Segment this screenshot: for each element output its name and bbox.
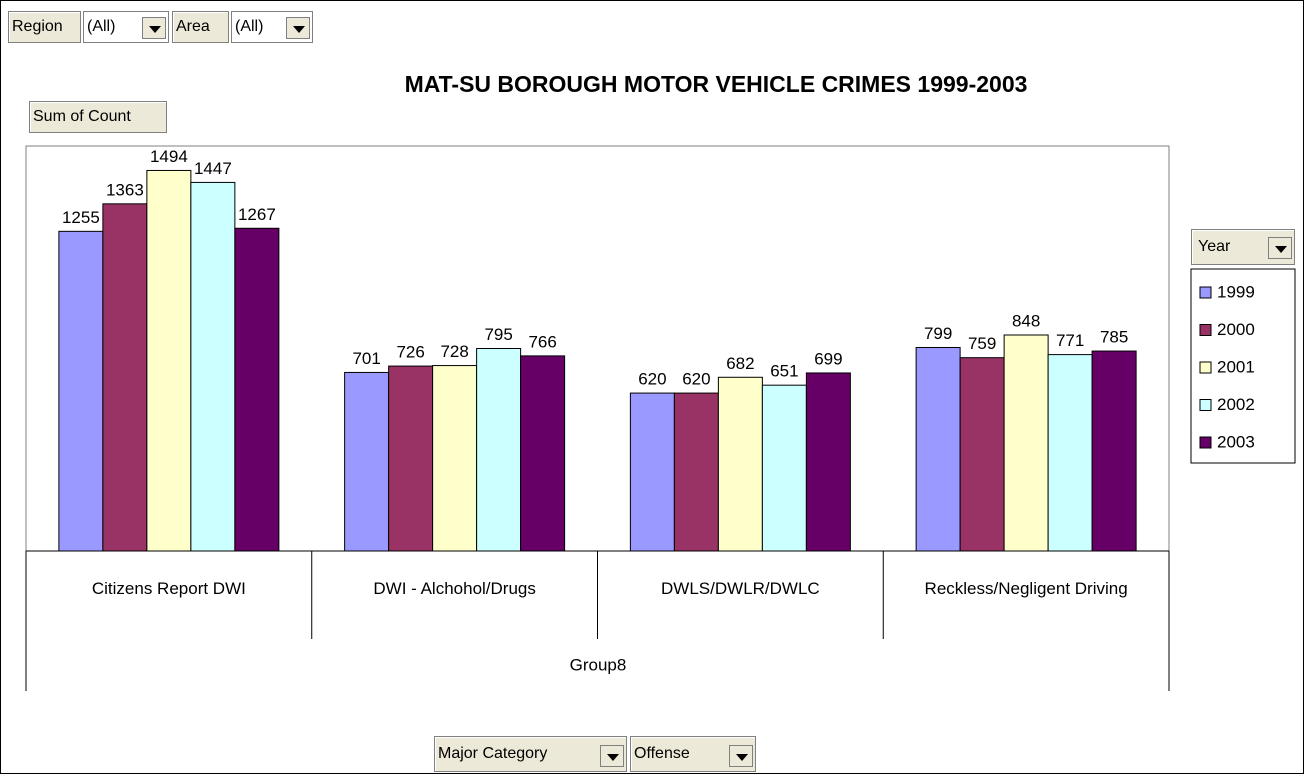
bar (1047, 354, 1093, 552)
data-label: 848 (1012, 311, 1040, 330)
bar (388, 365, 434, 552)
bar (146, 169, 192, 552)
data-label: 620 (682, 370, 710, 389)
bar (629, 392, 675, 552)
data-label: 1267 (238, 205, 276, 224)
bar (520, 355, 566, 552)
legend-label: 2002 (1217, 395, 1255, 414)
dropdown-arrow[interactable] (729, 745, 753, 767)
bar (1091, 350, 1137, 552)
legend-field-label: Year (1198, 238, 1231, 255)
data-label: 620 (638, 370, 666, 389)
dropdown-arrow[interactable] (1268, 237, 1292, 259)
legend-label: 2001 (1217, 357, 1255, 376)
data-field-button[interactable]: Sum of Count (29, 101, 167, 133)
legend-label: 2003 (1217, 432, 1255, 451)
bar (102, 203, 148, 552)
bar (673, 392, 719, 552)
data-label: 1447 (194, 159, 232, 178)
legend-swatch (1199, 286, 1212, 299)
legend-swatch (1199, 399, 1212, 411)
bar (761, 384, 807, 552)
bar (805, 372, 851, 552)
legend-swatch (1199, 361, 1212, 374)
data-label: 1494 (150, 147, 188, 166)
data-label: 682 (726, 354, 754, 373)
legend-field-button[interactable]: Year (1191, 229, 1295, 265)
bar (915, 346, 961, 552)
bar (432, 365, 478, 552)
bar (959, 357, 1005, 552)
bar (190, 181, 236, 552)
filter-value: (All) (235, 18, 264, 35)
bar (717, 376, 763, 552)
filter-field-button[interactable]: Region (8, 11, 81, 43)
legend-label: 1999 (1217, 282, 1255, 301)
x-tick-label: DWLS/DWLR/DWLC (661, 579, 820, 598)
x-tick-label: DWI - Alchohol/Drugs (373, 579, 536, 598)
filter-dropdown[interactable]: (All) (83, 11, 169, 43)
filter-dropdown[interactable]: (All) (231, 11, 313, 43)
data-label: 701 (352, 349, 380, 368)
chart-title: MAT-SU BOROUGH MOTOR VEHICLE CRIMES 1999… (405, 71, 1028, 97)
legend-swatch (1199, 324, 1212, 336)
data-label: 728 (440, 342, 468, 361)
bar (344, 371, 390, 552)
x-tick-label: Citizens Report DWI (91, 579, 246, 598)
legend-swatch (1199, 436, 1212, 449)
data-label: 1255 (62, 208, 100, 227)
dropdown-arrow[interactable] (142, 17, 166, 39)
legend-label: 2000 (1217, 320, 1255, 339)
data-label: 771 (1056, 331, 1084, 350)
filter-field-button[interactable]: Area (172, 11, 229, 43)
row-field-label: Major Category (438, 745, 548, 762)
filter-value: (All) (87, 18, 116, 35)
row-field-button[interactable]: Major Category (434, 736, 627, 772)
data-label: 795 (484, 325, 512, 344)
dropdown-arrow[interactable] (600, 745, 624, 767)
row-field-label: Offense (634, 745, 690, 762)
data-label: 726 (396, 343, 424, 362)
data-label: 759 (968, 334, 996, 353)
data-label: 785 (1100, 328, 1128, 347)
x-axis-label: Group8 (570, 655, 627, 674)
data-label: 766 (528, 332, 556, 351)
bar (234, 227, 280, 552)
bar (476, 348, 522, 552)
data-label: 1363 (106, 180, 144, 199)
data-label: 799 (924, 324, 952, 343)
row-field-button[interactable]: Offense (630, 736, 756, 772)
x-tick-label: Reckless/Negligent Driving (924, 579, 1128, 598)
dropdown-arrow[interactable] (286, 17, 310, 39)
bar (1003, 334, 1049, 552)
data-label: 651 (770, 362, 798, 381)
data-label: 699 (814, 349, 842, 368)
bar (58, 230, 104, 552)
